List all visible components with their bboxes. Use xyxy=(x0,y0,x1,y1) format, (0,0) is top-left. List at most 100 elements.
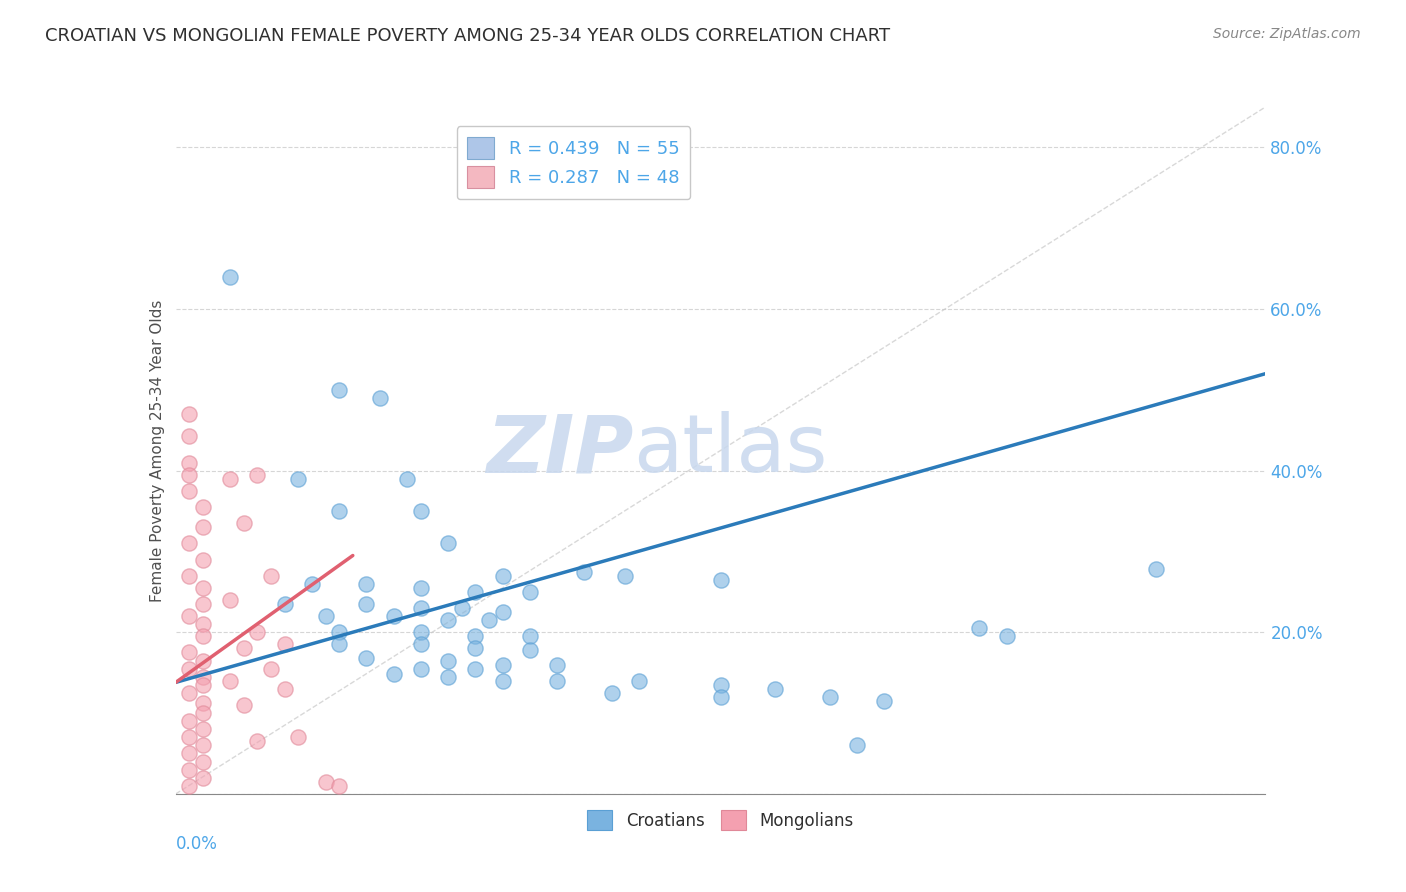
Point xyxy=(191,697,214,711)
Point xyxy=(179,763,201,777)
Point xyxy=(409,581,432,595)
Point xyxy=(191,706,214,720)
Point xyxy=(191,755,214,769)
Text: atlas: atlas xyxy=(633,411,828,490)
Point xyxy=(464,662,486,676)
Point xyxy=(191,520,214,534)
Point xyxy=(328,383,350,397)
Point xyxy=(627,673,650,688)
Point xyxy=(492,657,515,672)
Point xyxy=(179,747,201,761)
Point xyxy=(246,467,269,482)
Point xyxy=(179,456,201,470)
Point xyxy=(179,686,201,700)
Point xyxy=(409,637,432,651)
Point xyxy=(179,407,201,421)
Point xyxy=(328,779,350,793)
Text: Source: ZipAtlas.com: Source: ZipAtlas.com xyxy=(1213,27,1361,41)
Point xyxy=(478,613,501,627)
Point xyxy=(464,629,486,643)
Point xyxy=(219,673,242,688)
Point xyxy=(246,625,269,640)
Point xyxy=(382,609,405,624)
Point xyxy=(356,651,378,665)
Point xyxy=(315,609,337,624)
Point xyxy=(191,723,214,737)
Point xyxy=(260,662,283,676)
Point xyxy=(818,690,841,704)
Point xyxy=(287,472,309,486)
Point xyxy=(464,585,486,599)
Point xyxy=(179,568,201,582)
Point xyxy=(219,269,242,284)
Point xyxy=(191,739,214,753)
Point xyxy=(274,597,297,611)
Point xyxy=(191,597,214,611)
Point xyxy=(464,641,486,656)
Point xyxy=(382,667,405,681)
Point xyxy=(179,609,201,624)
Point xyxy=(437,654,460,668)
Point xyxy=(246,734,269,748)
Text: ZIP: ZIP xyxy=(486,411,633,490)
Point xyxy=(179,467,201,482)
Point xyxy=(845,739,868,753)
Point xyxy=(356,597,378,611)
Point xyxy=(232,516,254,531)
Point xyxy=(710,573,733,587)
Point xyxy=(873,694,896,708)
Point xyxy=(219,593,242,607)
Point xyxy=(179,662,201,676)
Point xyxy=(409,601,432,615)
Point xyxy=(191,629,214,643)
Point xyxy=(179,714,201,728)
Point xyxy=(600,686,623,700)
Point xyxy=(519,629,541,643)
Point xyxy=(1144,562,1167,576)
Point xyxy=(191,670,214,684)
Point xyxy=(546,673,568,688)
Point xyxy=(179,645,201,659)
Point xyxy=(710,678,733,692)
Point xyxy=(179,779,201,793)
Point xyxy=(328,637,350,651)
Point xyxy=(763,681,786,696)
Point xyxy=(356,576,378,591)
Point xyxy=(492,568,515,582)
Point xyxy=(450,601,472,615)
Text: CROATIAN VS MONGOLIAN FEMALE POVERTY AMONG 25-34 YEAR OLDS CORRELATION CHART: CROATIAN VS MONGOLIAN FEMALE POVERTY AMO… xyxy=(45,27,890,45)
Point xyxy=(191,581,214,595)
Point xyxy=(191,771,214,785)
Text: 0.0%: 0.0% xyxy=(176,835,218,853)
Point xyxy=(287,731,309,745)
Point xyxy=(710,690,733,704)
Point xyxy=(191,552,214,566)
Point xyxy=(274,681,297,696)
Point xyxy=(995,629,1018,643)
Point xyxy=(409,662,432,676)
Point xyxy=(179,429,201,443)
Point xyxy=(232,698,254,712)
Point xyxy=(614,568,637,582)
Point xyxy=(191,500,214,514)
Point xyxy=(219,472,242,486)
Point xyxy=(492,673,515,688)
Point xyxy=(519,585,541,599)
Point xyxy=(519,643,541,657)
Point xyxy=(179,731,201,745)
Point xyxy=(969,621,991,635)
Point xyxy=(396,472,419,486)
Point xyxy=(409,504,432,518)
Point xyxy=(437,536,460,550)
Point xyxy=(179,536,201,550)
Y-axis label: Female Poverty Among 25-34 Year Olds: Female Poverty Among 25-34 Year Olds xyxy=(149,300,165,601)
Point xyxy=(191,678,214,692)
Point xyxy=(191,617,214,632)
Point xyxy=(328,504,350,518)
Point xyxy=(315,774,337,789)
Point xyxy=(301,576,323,591)
Point xyxy=(179,483,201,498)
Point xyxy=(368,391,391,405)
Point xyxy=(328,625,350,640)
Point xyxy=(409,625,432,640)
